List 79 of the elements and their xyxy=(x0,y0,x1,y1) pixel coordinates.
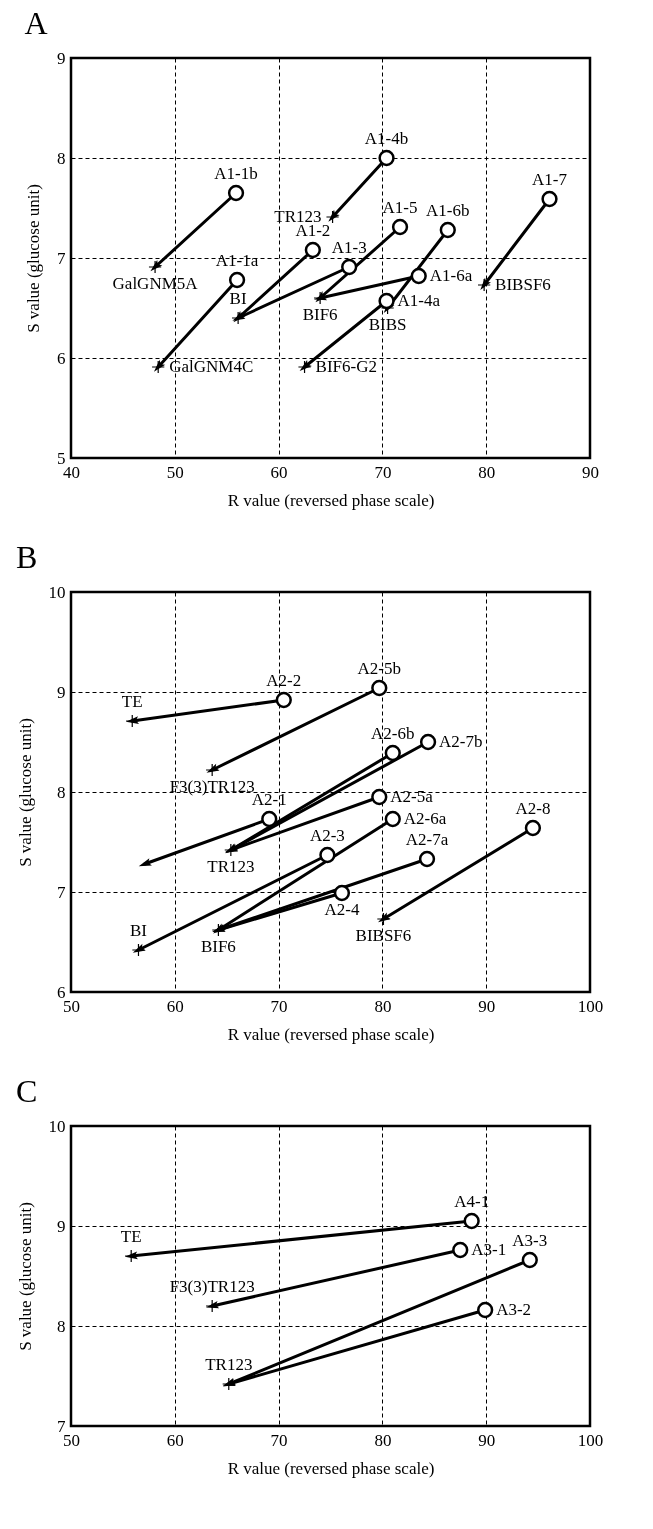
x-tick-label: 100 xyxy=(577,996,604,1016)
annotation: BI xyxy=(129,921,148,940)
x-axis-title: R value (reversed phase scale) xyxy=(227,1024,435,1044)
annotation: BIBSF6 xyxy=(355,926,412,945)
chart-title: C xyxy=(16,1073,38,1109)
annotation: A2-7b xyxy=(439,732,483,751)
annotation: A2-6b xyxy=(371,724,415,743)
x-tick-label: 70 xyxy=(374,462,392,482)
y-tick-label: 7 xyxy=(57,1416,66,1436)
annotation: BIF6 xyxy=(200,937,236,956)
x-tick-label: 60 xyxy=(270,462,288,482)
y-tick-label: 9 xyxy=(57,682,66,702)
x-axis-title: R value (reversed phase scale) xyxy=(227,490,435,510)
y-tick-label: 7 xyxy=(57,248,66,268)
x-tick-label: 50 xyxy=(166,462,184,482)
annotation: A4-1 xyxy=(454,1192,490,1211)
annotation: A2-8 xyxy=(515,799,551,818)
annotation: A2-3 xyxy=(309,826,345,845)
annotation: A1-5 xyxy=(382,198,418,217)
y-tick-label: 8 xyxy=(57,782,66,802)
annotation: BIBS xyxy=(368,315,407,334)
y-tick-label: 8 xyxy=(57,148,66,168)
annotation: TE xyxy=(121,692,143,711)
x-tick-label: 90 xyxy=(478,996,496,1016)
y-tick-label: 10 xyxy=(48,1116,66,1136)
annotation: BIF6-G2 xyxy=(315,357,377,376)
annotation: TE xyxy=(120,1227,142,1246)
x-tick-label: 40 xyxy=(63,462,80,482)
annotation: A3-2 xyxy=(496,1300,532,1319)
x-tick-label: 80 xyxy=(374,996,392,1016)
annotation: A3-1 xyxy=(471,1240,507,1259)
annotation: TR123 xyxy=(205,1355,253,1374)
y-tick-label: 9 xyxy=(57,1216,66,1236)
annotation: A1-1b xyxy=(214,164,258,183)
annotation: A2-2 xyxy=(266,671,302,690)
annotation: BI xyxy=(229,289,247,308)
annotation: BIF6 xyxy=(302,305,338,324)
annotation: GalGNM5A xyxy=(112,274,199,293)
x-tick-label: 100 xyxy=(577,1430,604,1450)
annotation: BIBSF6 xyxy=(495,275,551,294)
annotation: A1-6b xyxy=(426,201,470,220)
x-tick-label: 90 xyxy=(582,462,599,482)
y-tick-label: 5 xyxy=(57,448,66,468)
y-axis-title: S value (glucose unit) xyxy=(15,718,35,867)
x-tick-label: 60 xyxy=(166,1430,184,1450)
y-axis-title: S value (glucose unit) xyxy=(15,1202,35,1351)
annotation: A2-7a xyxy=(405,830,449,849)
annotation: GalGNM4C xyxy=(169,357,254,376)
y-tick-label: 7 xyxy=(57,882,66,902)
annotation: A2-6a xyxy=(403,809,447,828)
y-tick-label: 9 xyxy=(57,48,66,68)
annotation: A1-4a xyxy=(397,291,441,310)
annotation: A2-4 xyxy=(324,900,360,919)
y-tick-label: 10 xyxy=(48,582,66,602)
x-axis-title: R value (reversed phase scale) xyxy=(227,1458,435,1478)
annotation: A1-7 xyxy=(532,170,568,189)
y-tick-label: 6 xyxy=(57,348,66,368)
x-tick-label: 90 xyxy=(478,1430,496,1450)
annotation: A1-4b xyxy=(364,129,409,148)
chart-title: A xyxy=(24,5,48,41)
x-tick-label: 70 xyxy=(270,996,288,1016)
annotation: A1-1a xyxy=(215,251,259,270)
x-tick-label: 50 xyxy=(63,1430,80,1450)
annotation: A2-5b xyxy=(357,659,402,678)
annotation: A2-5a xyxy=(390,787,434,806)
annotation: TR123 xyxy=(207,857,255,876)
x-tick-label: 80 xyxy=(478,462,496,482)
chart-title: B xyxy=(16,539,38,575)
annotation: A1-3 xyxy=(331,238,367,257)
annotation: A3-3 xyxy=(512,1231,548,1250)
x-tick-label: 70 xyxy=(270,1430,288,1450)
y-tick-label: 6 xyxy=(57,982,66,1002)
x-tick-label: 80 xyxy=(374,1430,392,1450)
x-tick-label: 60 xyxy=(166,996,184,1016)
annotation: F3(3)TR123 xyxy=(169,1277,255,1296)
annotation: A1-6a xyxy=(429,266,473,285)
annotation: F3(3)TR123 xyxy=(169,777,255,796)
y-tick-label: 8 xyxy=(57,1316,66,1336)
y-axis-title: S value (glucose unit) xyxy=(24,184,43,333)
